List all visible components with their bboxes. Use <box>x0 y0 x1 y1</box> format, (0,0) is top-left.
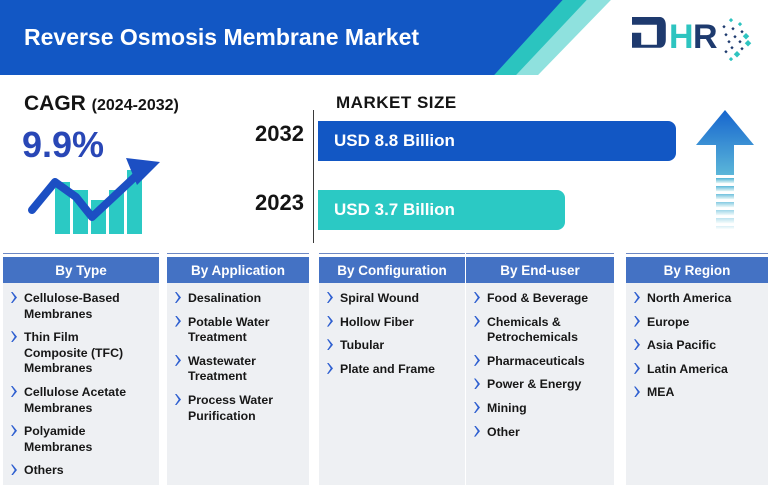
svg-text:R: R <box>693 18 717 56</box>
svg-text:H: H <box>669 18 693 56</box>
